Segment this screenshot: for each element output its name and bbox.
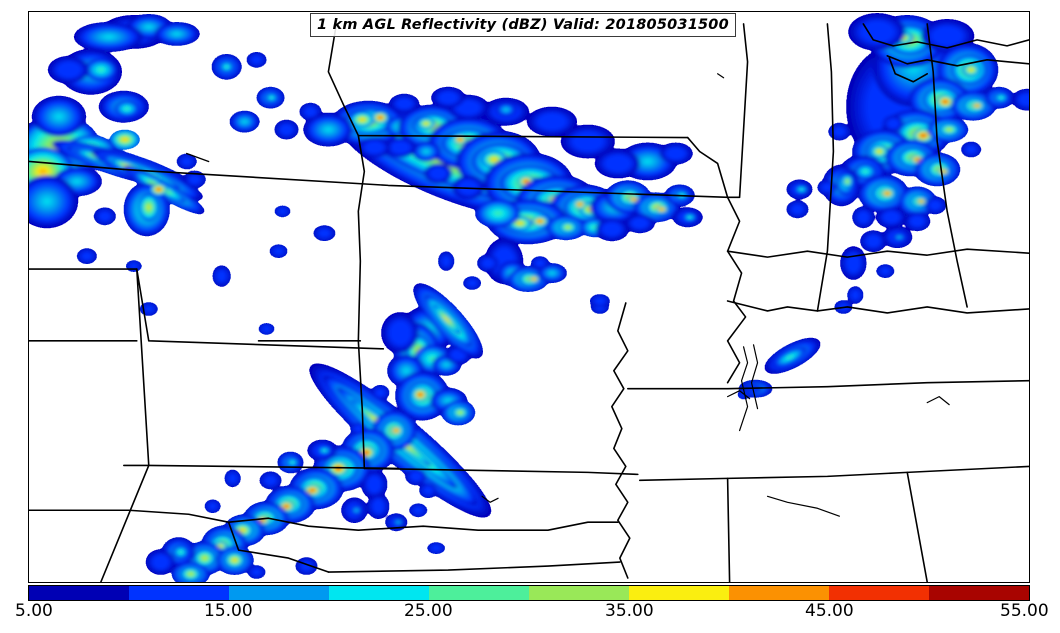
colorbar-tick-25: 25.00 — [404, 601, 453, 621]
colorbar-band-50-55 — [929, 586, 1029, 600]
colorbar-bands — [28, 585, 1030, 601]
colorbar-tick-15: 15.00 — [204, 601, 253, 621]
colorbar-band-25-30 — [429, 586, 529, 600]
state-boundaries — [29, 23, 1029, 582]
map-frame — [28, 11, 1030, 583]
colorbar-tick-labels: 5.00 15.00 25.00 35.00 45.00 55.00 — [0, 601, 1060, 627]
colorbar-band-40-45 — [729, 586, 829, 600]
colorbar-band-15-20 — [229, 586, 329, 600]
colorbar-band-10-15 — [129, 586, 229, 600]
plot-title-text: 1 km AGL Reflectivity (dBZ) Valid: 20180… — [317, 17, 729, 33]
colorbar-band-35-40 — [629, 586, 729, 600]
colorbar-tick-5: 5.00 — [15, 601, 53, 621]
colorbar-band-20-25 — [329, 586, 429, 600]
map-canvas — [29, 12, 1029, 582]
colorbar-band-45-50 — [829, 586, 929, 600]
radar-reflectivity-plot — [29, 12, 1029, 582]
colorbar-tick-45: 45.00 — [805, 601, 854, 621]
colorbar-band-30-35 — [529, 586, 629, 600]
colorbar-tick-35: 35.00 — [605, 601, 654, 621]
colorbar-tick-55: 55.00 — [1000, 601, 1049, 621]
colorbar-band-5-10 — [29, 586, 129, 600]
colorbar — [28, 585, 1030, 601]
plot-title-box: 1 km AGL Reflectivity (dBZ) Valid: 20180… — [310, 13, 736, 37]
